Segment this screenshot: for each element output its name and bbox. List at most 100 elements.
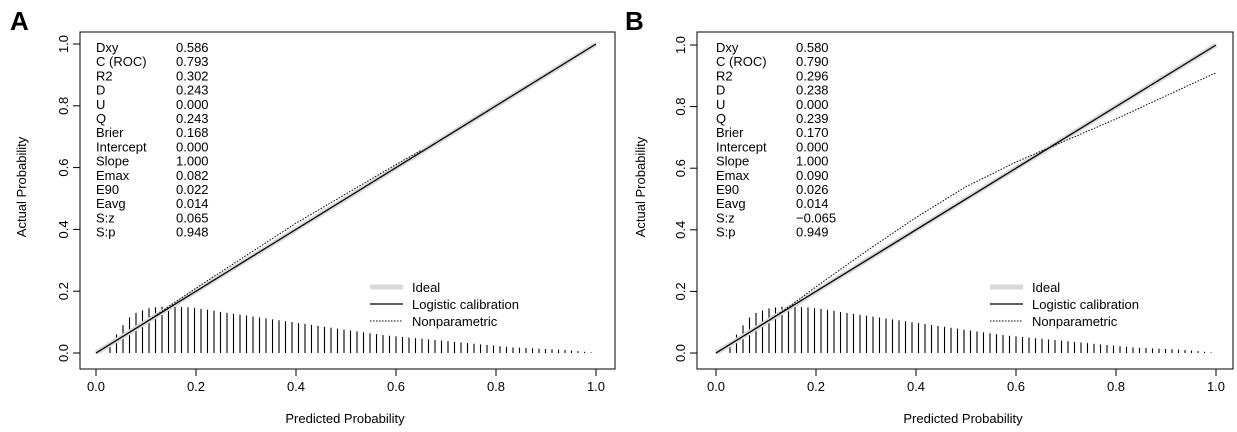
x-tick-label: 1.0	[587, 379, 605, 394]
stat-value: 0.243	[176, 83, 209, 98]
panel-letter: A	[10, 6, 29, 36]
stat-name: Intercept	[96, 139, 147, 154]
stat-value: 0.243	[176, 111, 209, 126]
panel-b: B 0.0 0.2 0.4 0.6 0.8 1.0 0.0 0.2 0.4 0.6 0.8 1.0 Pre…	[625, 6, 1234, 426]
stat-name: U	[96, 97, 105, 112]
legend-label: Logistic calibration	[1032, 297, 1139, 312]
x-tick-label: 1.0	[1207, 379, 1225, 394]
y-tick-label: 1.0	[673, 36, 688, 54]
stat-value: 1.000	[176, 154, 209, 169]
panel-letter: B	[625, 6, 644, 36]
legend-label: Ideal	[412, 280, 440, 295]
stat-value: 0.014	[796, 196, 829, 211]
plot-frame	[696, 31, 1234, 370]
legend-label: Nonparametric	[1032, 314, 1118, 329]
stat-name: R2	[96, 68, 113, 83]
stat-name: Q	[716, 111, 726, 126]
legend-label: Logistic calibration	[412, 297, 519, 312]
y-tick-label: 0.2	[56, 282, 71, 300]
stat-name: C (ROC)	[96, 54, 147, 69]
stat-value: 0.000	[176, 97, 209, 112]
stat-name: Slope	[716, 154, 749, 169]
stat-value: 0.302	[176, 68, 209, 83]
x-axis-title: Predicted Probability	[285, 411, 405, 426]
stat-value: 0.014	[176, 196, 209, 211]
stat-value: 0.239	[796, 111, 829, 126]
y-axis-title: Actual Probability	[14, 136, 29, 237]
stat-value: 0.065	[176, 210, 209, 225]
stat-value: 0.238	[796, 83, 829, 98]
stat-name: U	[716, 97, 725, 112]
legend-label: Ideal	[1032, 280, 1060, 295]
x-tick-label: 0.6	[387, 379, 405, 394]
stat-name: Brier	[716, 125, 744, 140]
stat-name: Emax	[716, 168, 750, 183]
x-tick-label: 0.2	[807, 379, 825, 394]
stat-name: S:z	[96, 210, 115, 225]
stat-value: −0.065	[796, 210, 836, 225]
y-tick-label: 0.4	[56, 220, 71, 238]
x-tick-label: 0.6	[1007, 379, 1025, 394]
stat-name: D	[96, 83, 105, 98]
legend-label: Nonparametric	[412, 314, 498, 329]
stat-value: 0.168	[176, 125, 209, 140]
x-tick-label: 0.8	[1107, 379, 1125, 394]
stat-value: 1.000	[796, 154, 829, 169]
stat-value: 0.022	[176, 182, 209, 197]
series-line-logistic-calibration	[715, 44, 1217, 354]
stat-name: S:p	[96, 225, 116, 240]
stat-name: Dxy	[96, 40, 119, 55]
x-tick-label: 0.2	[187, 379, 205, 394]
stat-name: Emax	[96, 168, 130, 183]
stat-name: Eavg	[716, 196, 746, 211]
stat-value: 0.082	[176, 168, 209, 183]
stat-name: R2	[716, 68, 733, 83]
stat-name: Eavg	[96, 196, 126, 211]
stat-name: E90	[716, 182, 739, 197]
stat-name: S:p	[716, 225, 736, 240]
stat-value: 0.000	[176, 139, 209, 154]
stat-value: 0.296	[796, 68, 829, 83]
y-tick-label: 0.4	[673, 221, 688, 239]
stat-name: E90	[96, 182, 119, 197]
y-tick-label: 0.6	[673, 159, 688, 177]
stat-value: 0.170	[796, 125, 829, 140]
stat-value: 0.948	[176, 225, 209, 240]
stat-value: 0.000	[796, 97, 829, 112]
stat-value: 0.026	[796, 182, 829, 197]
x-axis-title: Predicted Probability	[903, 411, 1023, 426]
y-tick-label: 1.0	[56, 35, 71, 53]
stat-name: D	[716, 83, 725, 98]
panel-a: A 0.0 0.2 0.4 0.6 0.8 1.0 0.0 0.2 0.4 0.6 0.8 1.0 Pre…	[10, 6, 616, 426]
stat-name: Q	[96, 111, 106, 126]
stat-value: 0.580	[796, 40, 829, 55]
stat-name: Brier	[96, 125, 124, 140]
stat-name: Dxy	[716, 40, 739, 55]
x-tick-label: 0.0	[87, 379, 105, 394]
stat-value: 0.000	[796, 139, 829, 154]
plot-frame	[79, 31, 616, 370]
y-tick-label: 0.0	[673, 344, 688, 362]
x-tick-label: 0.0	[707, 379, 725, 394]
stat-value: 0.949	[796, 225, 829, 240]
stat-name: Intercept	[716, 139, 767, 154]
series-line-nonparametric	[715, 72, 1217, 354]
y-tick-label: 0.8	[673, 98, 688, 116]
x-tick-label: 0.4	[287, 379, 305, 394]
y-tick-label: 0.6	[56, 159, 71, 177]
series-line-logistic-calibration	[95, 43, 597, 354]
stat-value: 0.090	[796, 168, 829, 183]
stat-value: 0.790	[796, 54, 829, 69]
x-tick-label: 0.4	[907, 379, 925, 394]
stat-value: 0.586	[176, 40, 209, 55]
y-tick-label: 0.8	[56, 97, 71, 115]
x-tick-label: 0.8	[487, 379, 505, 394]
stat-name: C (ROC)	[716, 54, 767, 69]
stat-name: Slope	[96, 154, 129, 169]
stat-name: S:z	[716, 210, 735, 225]
series-line-nonparametric	[95, 150, 422, 354]
y-tick-label: 0.0	[56, 344, 71, 362]
y-axis-title: Actual Probability	[633, 136, 648, 237]
y-tick-label: 0.2	[673, 282, 688, 300]
